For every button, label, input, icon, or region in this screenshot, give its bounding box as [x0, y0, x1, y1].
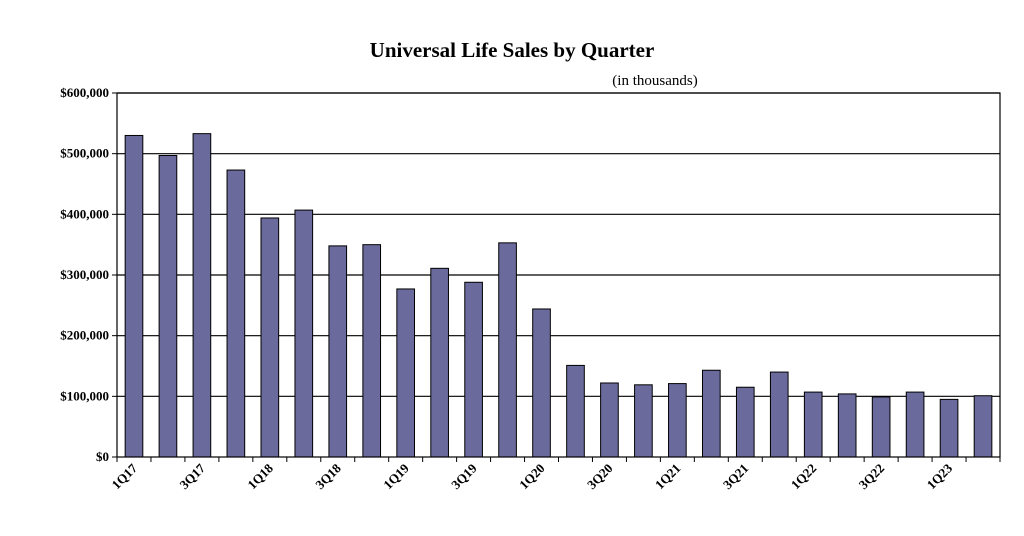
x-tick-label: 1Q20: [516, 461, 548, 493]
bar: [362, 244, 382, 458]
x-tick-label: 3Q18: [312, 460, 344, 492]
y-tick-label: $500,000: [60, 146, 109, 161]
bar: [803, 391, 823, 458]
bar: [328, 245, 348, 458]
bar: [769, 371, 789, 458]
bar: [600, 382, 619, 458]
bar: [396, 288, 416, 458]
x-tick-label: 3Q19: [448, 460, 480, 492]
x-tick-label: 3Q22: [856, 461, 888, 493]
bar: [464, 281, 483, 458]
x-tick-label: 1Q19: [380, 460, 412, 492]
bar: [192, 133, 212, 458]
bar: [566, 364, 585, 458]
bar: [498, 242, 517, 458]
bar: [871, 396, 891, 458]
x-tick-label: 1Q23: [924, 460, 956, 492]
bar: [532, 308, 551, 458]
bar: [668, 383, 687, 458]
bar: [634, 384, 653, 458]
x-tick-label: 3Q21: [720, 461, 752, 493]
bar: [735, 386, 755, 458]
y-tick-label: $200,000: [60, 328, 109, 343]
x-tick-label: 1Q22: [788, 461, 820, 493]
chart-subtitle: (in thousands): [612, 73, 698, 89]
bar: [973, 395, 993, 458]
x-tick-label: 1Q18: [244, 460, 276, 492]
x-tick-label: 1Q21: [652, 461, 684, 493]
y-tick-label: $300,000: [60, 267, 109, 282]
bar: [939, 398, 959, 458]
bar: [158, 154, 178, 458]
y-tick-label: $400,000: [60, 206, 109, 221]
bar: [260, 217, 280, 458]
x-tick-label: 1Q17: [109, 460, 141, 492]
x-tick-label: 3Q17: [176, 460, 208, 492]
y-tick-label: $600,000: [60, 85, 109, 100]
bar: [701, 369, 721, 458]
chart-title: Universal Life Sales by Quarter: [369, 38, 655, 62]
bar: [294, 209, 314, 458]
y-tick-label: $0: [96, 449, 109, 464]
bar: [905, 391, 925, 458]
bar: [837, 393, 857, 458]
y-tick-label: $100,000: [60, 388, 109, 403]
bar: [124, 134, 144, 458]
bar: [430, 267, 449, 458]
bar: [226, 169, 246, 458]
x-tick-label: 3Q20: [584, 461, 616, 493]
